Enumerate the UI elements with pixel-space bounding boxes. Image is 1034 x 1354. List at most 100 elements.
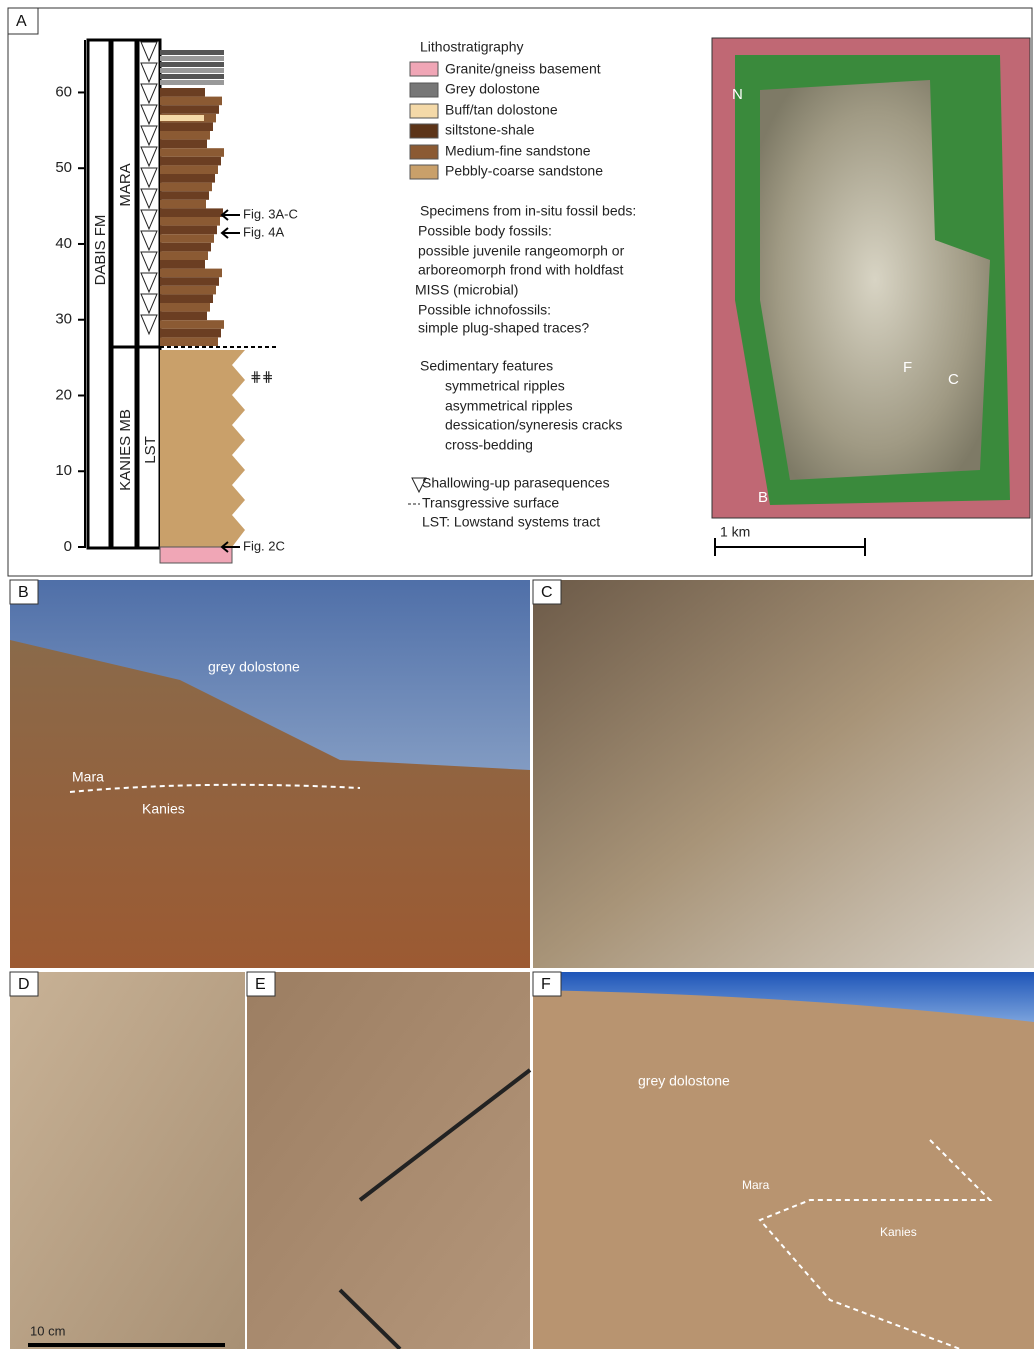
panel-label: B bbox=[18, 584, 29, 601]
parasequence bbox=[141, 315, 157, 334]
legend-item: symmetrical ripples bbox=[445, 378, 565, 394]
fig-ref: Fig. 4A bbox=[243, 224, 285, 239]
annotation: Kanies bbox=[880, 1225, 917, 1239]
map-label: C bbox=[948, 371, 959, 388]
legend-item: LST: Lowstand systems tract bbox=[422, 514, 600, 530]
layer bbox=[160, 183, 212, 192]
photo-c bbox=[533, 580, 1034, 968]
panel-label: D bbox=[18, 976, 30, 993]
legend-item: asymmetrical ripples bbox=[445, 398, 573, 414]
panel-label: F bbox=[541, 976, 551, 993]
panel-label: A bbox=[16, 13, 27, 30]
photo-e bbox=[247, 972, 530, 1349]
figure: A ⋕⋕ 1 km 0102030405060DABIS FMMARAKANIE… bbox=[0, 0, 1034, 1349]
y-tick-label: 20 bbox=[55, 386, 72, 403]
legend-item: Shallowing-up parasequences bbox=[422, 475, 610, 491]
parasequence bbox=[141, 126, 157, 145]
legend-item: Transgressive surface bbox=[422, 495, 559, 511]
layer bbox=[160, 68, 224, 73]
layer bbox=[160, 294, 213, 303]
layer bbox=[160, 226, 217, 235]
layer bbox=[160, 251, 208, 260]
legend-item: Grey dolostone bbox=[445, 81, 540, 97]
legend-item: cross-bedding bbox=[445, 437, 533, 453]
photo-d bbox=[10, 972, 245, 1349]
layer bbox=[160, 131, 210, 140]
parasequence bbox=[141, 210, 157, 229]
ref-arrow bbox=[222, 228, 240, 238]
annotation: grey dolostone bbox=[208, 659, 300, 675]
legend-item: Granite/gneiss basement bbox=[445, 61, 601, 77]
legend-item: Possible body fossils: bbox=[418, 223, 552, 239]
unit-label: KANIES MB bbox=[117, 409, 134, 491]
layer bbox=[160, 312, 207, 321]
legend-title: Lithostratigraphy bbox=[420, 39, 524, 55]
layer bbox=[160, 200, 206, 209]
layer bbox=[160, 260, 205, 269]
unit-label: DABIS FM bbox=[92, 215, 109, 286]
layer bbox=[160, 80, 224, 85]
legend-item: Possible ichnofossils: bbox=[418, 302, 551, 318]
layer bbox=[160, 140, 207, 149]
y-tick-label: 10 bbox=[55, 462, 72, 479]
legend-item: simple plug-shaped traces? bbox=[418, 320, 589, 336]
ref-arrow bbox=[222, 210, 240, 220]
layer bbox=[160, 286, 216, 295]
parasequence bbox=[141, 294, 157, 313]
parasequence bbox=[141, 84, 157, 103]
layer bbox=[160, 165, 218, 174]
layer bbox=[160, 97, 222, 106]
legend-item: dessication/syneresis cracks bbox=[445, 417, 622, 433]
y-tick-label: 40 bbox=[55, 235, 72, 252]
layer bbox=[160, 50, 224, 55]
layer bbox=[160, 303, 210, 312]
layer bbox=[160, 217, 220, 226]
annotation: Mara bbox=[72, 769, 104, 785]
scale-label: 1 km bbox=[720, 524, 750, 540]
map-label: B bbox=[758, 489, 768, 506]
fig-ref: Fig. 3A-C bbox=[243, 206, 298, 221]
panel-label: C bbox=[541, 584, 553, 601]
parasequence bbox=[141, 147, 157, 166]
map-label: F bbox=[903, 359, 912, 376]
parasequence bbox=[141, 273, 157, 292]
legend-item: Medium-fine sandstone bbox=[445, 143, 591, 159]
layer bbox=[160, 174, 215, 183]
legend-item: Specimens from in-situ fossil beds: bbox=[420, 203, 636, 219]
layer bbox=[160, 329, 221, 338]
layer bbox=[160, 122, 213, 131]
layer bbox=[160, 74, 224, 79]
layer bbox=[160, 105, 219, 114]
parasequence bbox=[141, 168, 157, 187]
y-tick-label: 50 bbox=[55, 159, 72, 176]
layer bbox=[160, 148, 224, 157]
layer bbox=[160, 337, 218, 346]
parasequence bbox=[141, 63, 157, 82]
y-tick-label: 0 bbox=[64, 538, 72, 555]
strat-column bbox=[85, 40, 278, 563]
layer bbox=[160, 269, 222, 278]
panel-label: E bbox=[255, 976, 266, 993]
legend-item: siltstone-shale bbox=[445, 122, 535, 138]
layer bbox=[160, 88, 205, 97]
legend-item: Pebbly-coarse sandstone bbox=[445, 163, 603, 179]
layer bbox=[160, 157, 221, 166]
layer bbox=[160, 320, 224, 329]
legend-title: Sedimentary features bbox=[420, 358, 553, 374]
legend-item: MISS (microbial) bbox=[415, 282, 518, 298]
layer bbox=[160, 191, 209, 200]
parasequence bbox=[141, 252, 157, 271]
layer bbox=[160, 234, 214, 243]
layer bbox=[160, 62, 224, 67]
annotation: Mara bbox=[742, 1178, 770, 1192]
parasequence bbox=[141, 105, 157, 124]
layer bbox=[160, 208, 223, 217]
unit-label: MARA bbox=[117, 163, 134, 206]
layer bbox=[160, 277, 219, 286]
map-label: N bbox=[732, 86, 743, 103]
unit-label: LST bbox=[142, 436, 159, 464]
legend-item: arboreomorph frond with holdfast bbox=[418, 262, 624, 278]
annotation: Kanies bbox=[142, 801, 185, 817]
legend-item: Buff/tan dolostone bbox=[445, 102, 558, 118]
legend-item: possible juvenile rangeomorph or bbox=[418, 243, 625, 259]
